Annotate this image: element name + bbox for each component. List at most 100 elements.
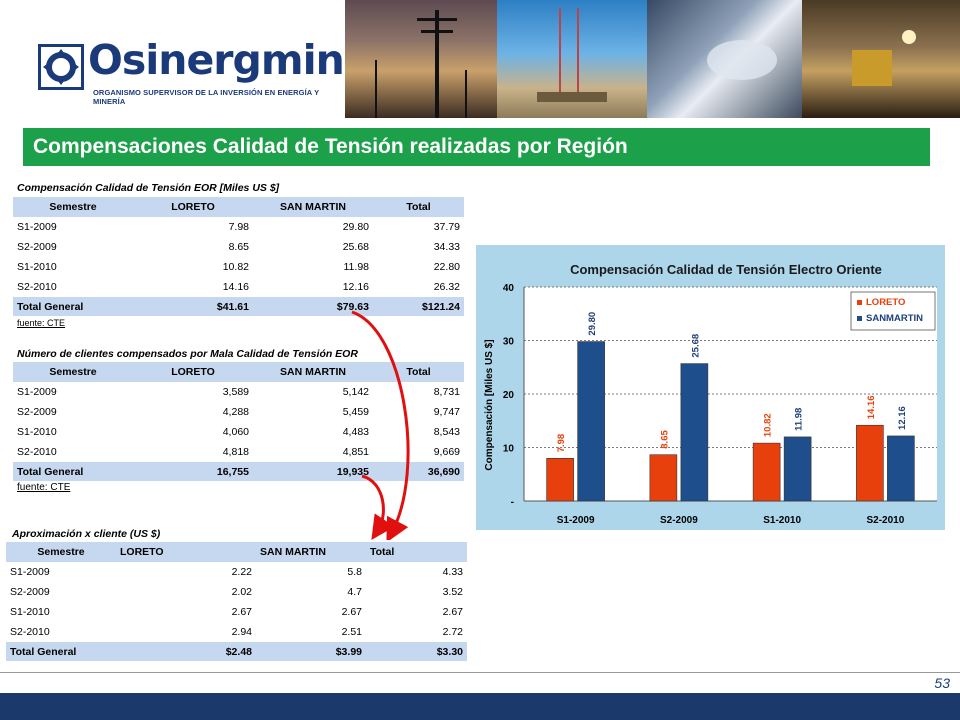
table-row: S1-2009 7.98 29.80 37.79 bbox=[13, 217, 464, 237]
cell: S2-2010 bbox=[13, 441, 133, 462]
table2-source-link[interactable]: fuente: CTE bbox=[17, 482, 71, 493]
table-row: S2-2010 4,818 4,851 9,669 bbox=[13, 441, 464, 462]
cell: S2-2009 bbox=[13, 401, 133, 422]
data-label: 29.80 bbox=[587, 312, 598, 336]
y-tick-label: 40 bbox=[503, 283, 515, 294]
photo-oil-rig bbox=[497, 0, 647, 118]
arrow-curve-long bbox=[351, 310, 410, 540]
table2-caption: Número de clientes compensados por Mala … bbox=[17, 348, 358, 360]
cell: Total General bbox=[6, 641, 116, 662]
cell: 26.32 bbox=[373, 276, 464, 297]
cell: 4,483 bbox=[253, 421, 373, 442]
logo-text: Osinergmin bbox=[88, 36, 345, 84]
cell: 4.7 bbox=[256, 581, 366, 602]
legend-label: SANMARTIN bbox=[866, 313, 923, 324]
table1-source-link[interactable]: fuente: CTE bbox=[17, 318, 66, 328]
cell: 2.02 bbox=[116, 581, 256, 602]
cell: 2.94 bbox=[116, 621, 256, 642]
table3-caption: Aproximación x cliente (US $) bbox=[12, 528, 161, 540]
footer-line bbox=[0, 672, 960, 694]
osinergmin-logo-icon bbox=[38, 44, 84, 90]
cell: S1-2009 bbox=[13, 217, 133, 237]
cell: $3.30 bbox=[366, 641, 467, 662]
cell: 29.80 bbox=[253, 217, 373, 237]
cell: 2.22 bbox=[116, 562, 256, 582]
cell: 2.67 bbox=[366, 601, 467, 622]
table-row: S1-2010 10.82 11.98 22.80 bbox=[13, 256, 464, 277]
photo-welding bbox=[647, 0, 802, 118]
legend-label: LORETO bbox=[866, 297, 905, 308]
table-row: S1-2010 4,060 4,483 8,543 bbox=[13, 421, 464, 442]
cell: 25.68 bbox=[253, 236, 373, 257]
header-photos bbox=[345, 0, 960, 118]
data-label: 11.98 bbox=[794, 408, 805, 431]
col-header: SAN MARTIN bbox=[253, 197, 373, 217]
chart-svg: Compensación Calidad de Tensión Electro … bbox=[484, 262, 937, 526]
compensation-table: Semestre LORETO SAN MARTIN Total S1-2009… bbox=[13, 197, 464, 317]
cell: S2-2010 bbox=[6, 621, 116, 642]
bar bbox=[783, 436, 812, 502]
cell: S2-2009 bbox=[13, 236, 133, 257]
cell: $79.63 bbox=[253, 296, 373, 317]
y-tick-label: - bbox=[511, 497, 514, 508]
photo-power-lines bbox=[345, 0, 497, 118]
data-label: 8.65 bbox=[659, 430, 670, 449]
cell: S2-2010 bbox=[13, 276, 133, 297]
total-row: Total General $41.61 $79.63 $121.24 bbox=[13, 296, 464, 317]
cell: 12.16 bbox=[253, 276, 373, 297]
cell: 2.51 bbox=[256, 621, 366, 642]
cell: 10.82 bbox=[133, 256, 253, 277]
cell: $121.24 bbox=[373, 296, 464, 317]
col-header: Total bbox=[373, 197, 464, 217]
cell: Total General bbox=[13, 461, 133, 482]
table-row: S1-2010 2.67 2.67 2.67 bbox=[6, 601, 467, 622]
y-tick-label: 20 bbox=[503, 390, 515, 401]
chart-title: Compensación Calidad de Tensión Electro … bbox=[570, 262, 882, 277]
legend-swatch bbox=[857, 316, 862, 321]
chart-ylabel: Compensación [Miles US $] bbox=[484, 339, 495, 470]
y-tick-label: 30 bbox=[503, 337, 515, 348]
photo-mine-tunnel bbox=[802, 0, 960, 118]
cell: 8,731 bbox=[373, 382, 464, 402]
cell: S2-2009 bbox=[6, 581, 116, 602]
cell: S1-2010 bbox=[6, 601, 116, 622]
total-row: Total General $2.48 $3.99 $3.30 bbox=[6, 641, 467, 662]
col-header: SAN MARTIN bbox=[253, 362, 373, 382]
table-row: S2-2009 4,288 5,459 9,747 bbox=[13, 401, 464, 422]
cell: $2.48 bbox=[116, 641, 256, 662]
slide-title: Compensaciones Calidad de Tensión realiz… bbox=[33, 135, 628, 158]
col-header: LORETO bbox=[133, 197, 253, 217]
cell: S1-2009 bbox=[6, 562, 116, 582]
cell: S1-2009 bbox=[13, 382, 133, 402]
cell: S1-2010 bbox=[13, 421, 133, 442]
data-label: 10.82 bbox=[763, 413, 774, 437]
col-header: LORETO bbox=[116, 542, 256, 562]
bar bbox=[856, 424, 884, 502]
cell: $3.99 bbox=[256, 641, 366, 662]
logo: Osinergmin ORGANISMO SUPERVISOR DE LA IN… bbox=[0, 0, 345, 118]
cell: 9,747 bbox=[373, 401, 464, 422]
x-tick-label: S1-2010 bbox=[763, 515, 801, 526]
cell: 5,459 bbox=[253, 401, 373, 422]
col-header: SAN MARTIN bbox=[256, 542, 366, 562]
legend-swatch bbox=[857, 300, 862, 305]
cell: 37.79 bbox=[373, 217, 464, 237]
arrows-overlay bbox=[351, 310, 410, 540]
total-row: Total General 16,755 19,935 36,690 bbox=[13, 461, 464, 482]
arrow-curve-short bbox=[361, 474, 395, 540]
cell: 2.67 bbox=[116, 601, 256, 622]
cell: 11.98 bbox=[253, 256, 373, 277]
col-header: LORETO bbox=[133, 362, 253, 382]
table-row: S2-2009 2.02 4.7 3.52 bbox=[6, 581, 467, 602]
table-row: S1-2009 2.22 5.8 4.33 bbox=[6, 562, 467, 582]
bar bbox=[649, 454, 678, 502]
data-label: 14.16 bbox=[866, 395, 877, 419]
cell: 2.72 bbox=[366, 621, 467, 642]
data-label: 7.98 bbox=[556, 434, 567, 453]
cell: 8.65 bbox=[133, 236, 253, 257]
bar bbox=[752, 442, 781, 502]
logo-subtitle: ORGANISMO SUPERVISOR DE LA INVERSIÓN EN … bbox=[93, 88, 320, 106]
cell: 22.80 bbox=[373, 256, 464, 277]
data-label: 25.68 bbox=[690, 334, 701, 358]
bar-chart: Compensación Calidad de Tensión Electro … bbox=[476, 245, 945, 530]
